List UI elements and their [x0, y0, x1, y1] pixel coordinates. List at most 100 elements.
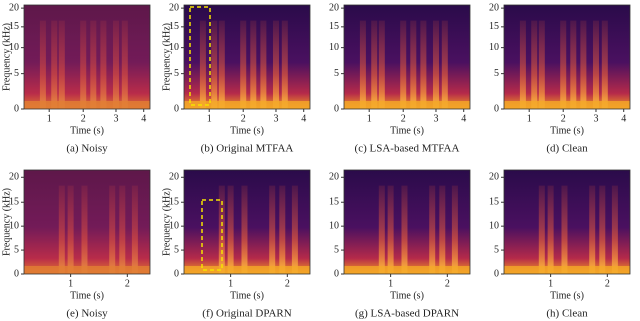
spectrogram-band	[119, 185, 126, 274]
caption: (f) Original DPARN	[202, 308, 291, 320]
noise-overlay	[24, 5, 150, 109]
y-tick-label: 15	[169, 21, 179, 32]
spectrogram-band	[378, 20, 385, 110]
axes-frame	[183, 169, 311, 275]
spectrogram-floor	[24, 101, 150, 109]
y-tick-label: 5	[334, 68, 339, 79]
spectrogram-band	[400, 20, 407, 110]
x-tick-label: 2	[241, 113, 246, 124]
y-tick-label: 10	[169, 220, 179, 231]
spectrogram-band	[580, 20, 587, 110]
spectrogram-floor	[504, 266, 630, 274]
axes-frame	[343, 169, 471, 275]
spectrogram-band	[199, 20, 206, 110]
spectrogram-band	[420, 20, 427, 110]
x-axis-label: Time (s)	[70, 290, 104, 301]
spectrogram-floor	[344, 101, 470, 109]
x-tick-label: 1	[548, 278, 553, 289]
spectrogram-band	[112, 20, 119, 110]
x-tick-label: 2	[81, 113, 86, 124]
axes-frame	[343, 4, 471, 110]
noise-overlay	[24, 170, 150, 274]
spectrogram-floor	[344, 266, 470, 274]
y-tick-label: 5	[174, 244, 179, 255]
spectrogram-floor	[184, 101, 310, 109]
x-tick-label: 3	[113, 113, 118, 124]
x-tick-label: 2	[401, 113, 406, 124]
spectrogram-band	[272, 20, 279, 110]
y-tick-label: 0	[334, 103, 339, 114]
y-axis-label: Frequency (kHz)	[1, 23, 12, 91]
x-axis-label: Time (s)	[390, 290, 424, 301]
x-tick-label: 4	[141, 113, 146, 124]
spectrogram-floor	[24, 266, 150, 274]
y-tick-label: 15	[169, 197, 179, 208]
spectrogram-band	[401, 185, 408, 274]
spectrogram-band	[100, 20, 107, 110]
y-tick-label: 10	[489, 42, 499, 53]
spectrogram-band	[589, 185, 596, 274]
x-tick-label: 3	[433, 113, 438, 124]
spectrogram-band	[451, 185, 458, 274]
y-tick-label: 20	[9, 172, 19, 183]
y-tick-label: 10	[169, 42, 179, 53]
axes-frame	[183, 4, 311, 110]
spectrogram-band	[109, 185, 116, 274]
y-tick-label: 20	[329, 2, 339, 13]
spectrogram-band	[260, 20, 267, 110]
spectrogram-band	[560, 20, 567, 110]
spectrogram-floor	[504, 101, 630, 109]
x-axis-label: Time (s)	[390, 125, 424, 136]
y-tick-label: 5	[174, 68, 179, 79]
caption: (b) Original MTFAA	[201, 143, 294, 155]
spectrogram-band	[441, 20, 448, 110]
spectrogram-band	[531, 20, 538, 110]
x-tick-label: 3	[593, 113, 598, 124]
spectrogram-band	[519, 20, 526, 110]
caption: (e) Noisy	[66, 308, 108, 320]
x-tick-label: 4	[301, 113, 306, 124]
spectrogram-band	[227, 185, 234, 274]
x-tick-label: 4	[461, 113, 466, 124]
spectrogram-band	[279, 185, 286, 274]
y-tick-label: 15	[489, 197, 499, 208]
y-tick-label: 20	[489, 172, 499, 183]
x-axis-label: Time (s)	[550, 125, 584, 136]
spectrogram-floor	[184, 266, 310, 274]
spectrogram-band	[387, 185, 394, 274]
y-tick-label: 5	[14, 68, 19, 79]
caption: (c) LSA-based MTFAA	[355, 143, 460, 155]
spectrogram-band	[538, 185, 545, 274]
axes-frame	[503, 169, 631, 275]
y-axis-label: Frequency (kHz)	[161, 188, 172, 256]
spectrogram-band	[378, 185, 385, 274]
y-tick-label: 10	[329, 42, 339, 53]
y-axis-label: Frequency (kHz)	[1, 188, 12, 256]
y-tick-label: 0	[334, 268, 339, 279]
axes-frame	[503, 4, 631, 110]
caption: (d) Clean	[546, 143, 588, 155]
highlight-box	[201, 199, 223, 271]
y-tick-label: 5	[14, 244, 19, 255]
spectrogram-band	[611, 185, 618, 274]
y-tick-label: 15	[9, 21, 19, 32]
y-tick-label: 20	[169, 2, 179, 13]
x-tick-label: 1	[228, 278, 233, 289]
spectrogram-band	[281, 20, 288, 110]
spectrogram-band	[39, 20, 46, 110]
y-tick-label: 20	[9, 2, 19, 13]
y-tick-label: 20	[169, 172, 179, 183]
x-tick-label: 2	[125, 278, 130, 289]
x-tick-label: 1	[388, 278, 393, 289]
y-tick-label: 0	[14, 103, 19, 114]
spectrogram-band	[561, 185, 568, 274]
spectrogram-band	[218, 20, 225, 110]
spectrogram-band	[570, 20, 577, 110]
y-tick-label: 10	[9, 42, 19, 53]
y-tick-label: 5	[334, 244, 339, 255]
caption: (a) Noisy	[66, 143, 108, 155]
y-tick-label: 0	[174, 268, 179, 279]
spectrogram-band	[241, 185, 248, 274]
spectrogram-band	[211, 20, 218, 110]
x-axis-label: Time (s)	[70, 125, 104, 136]
